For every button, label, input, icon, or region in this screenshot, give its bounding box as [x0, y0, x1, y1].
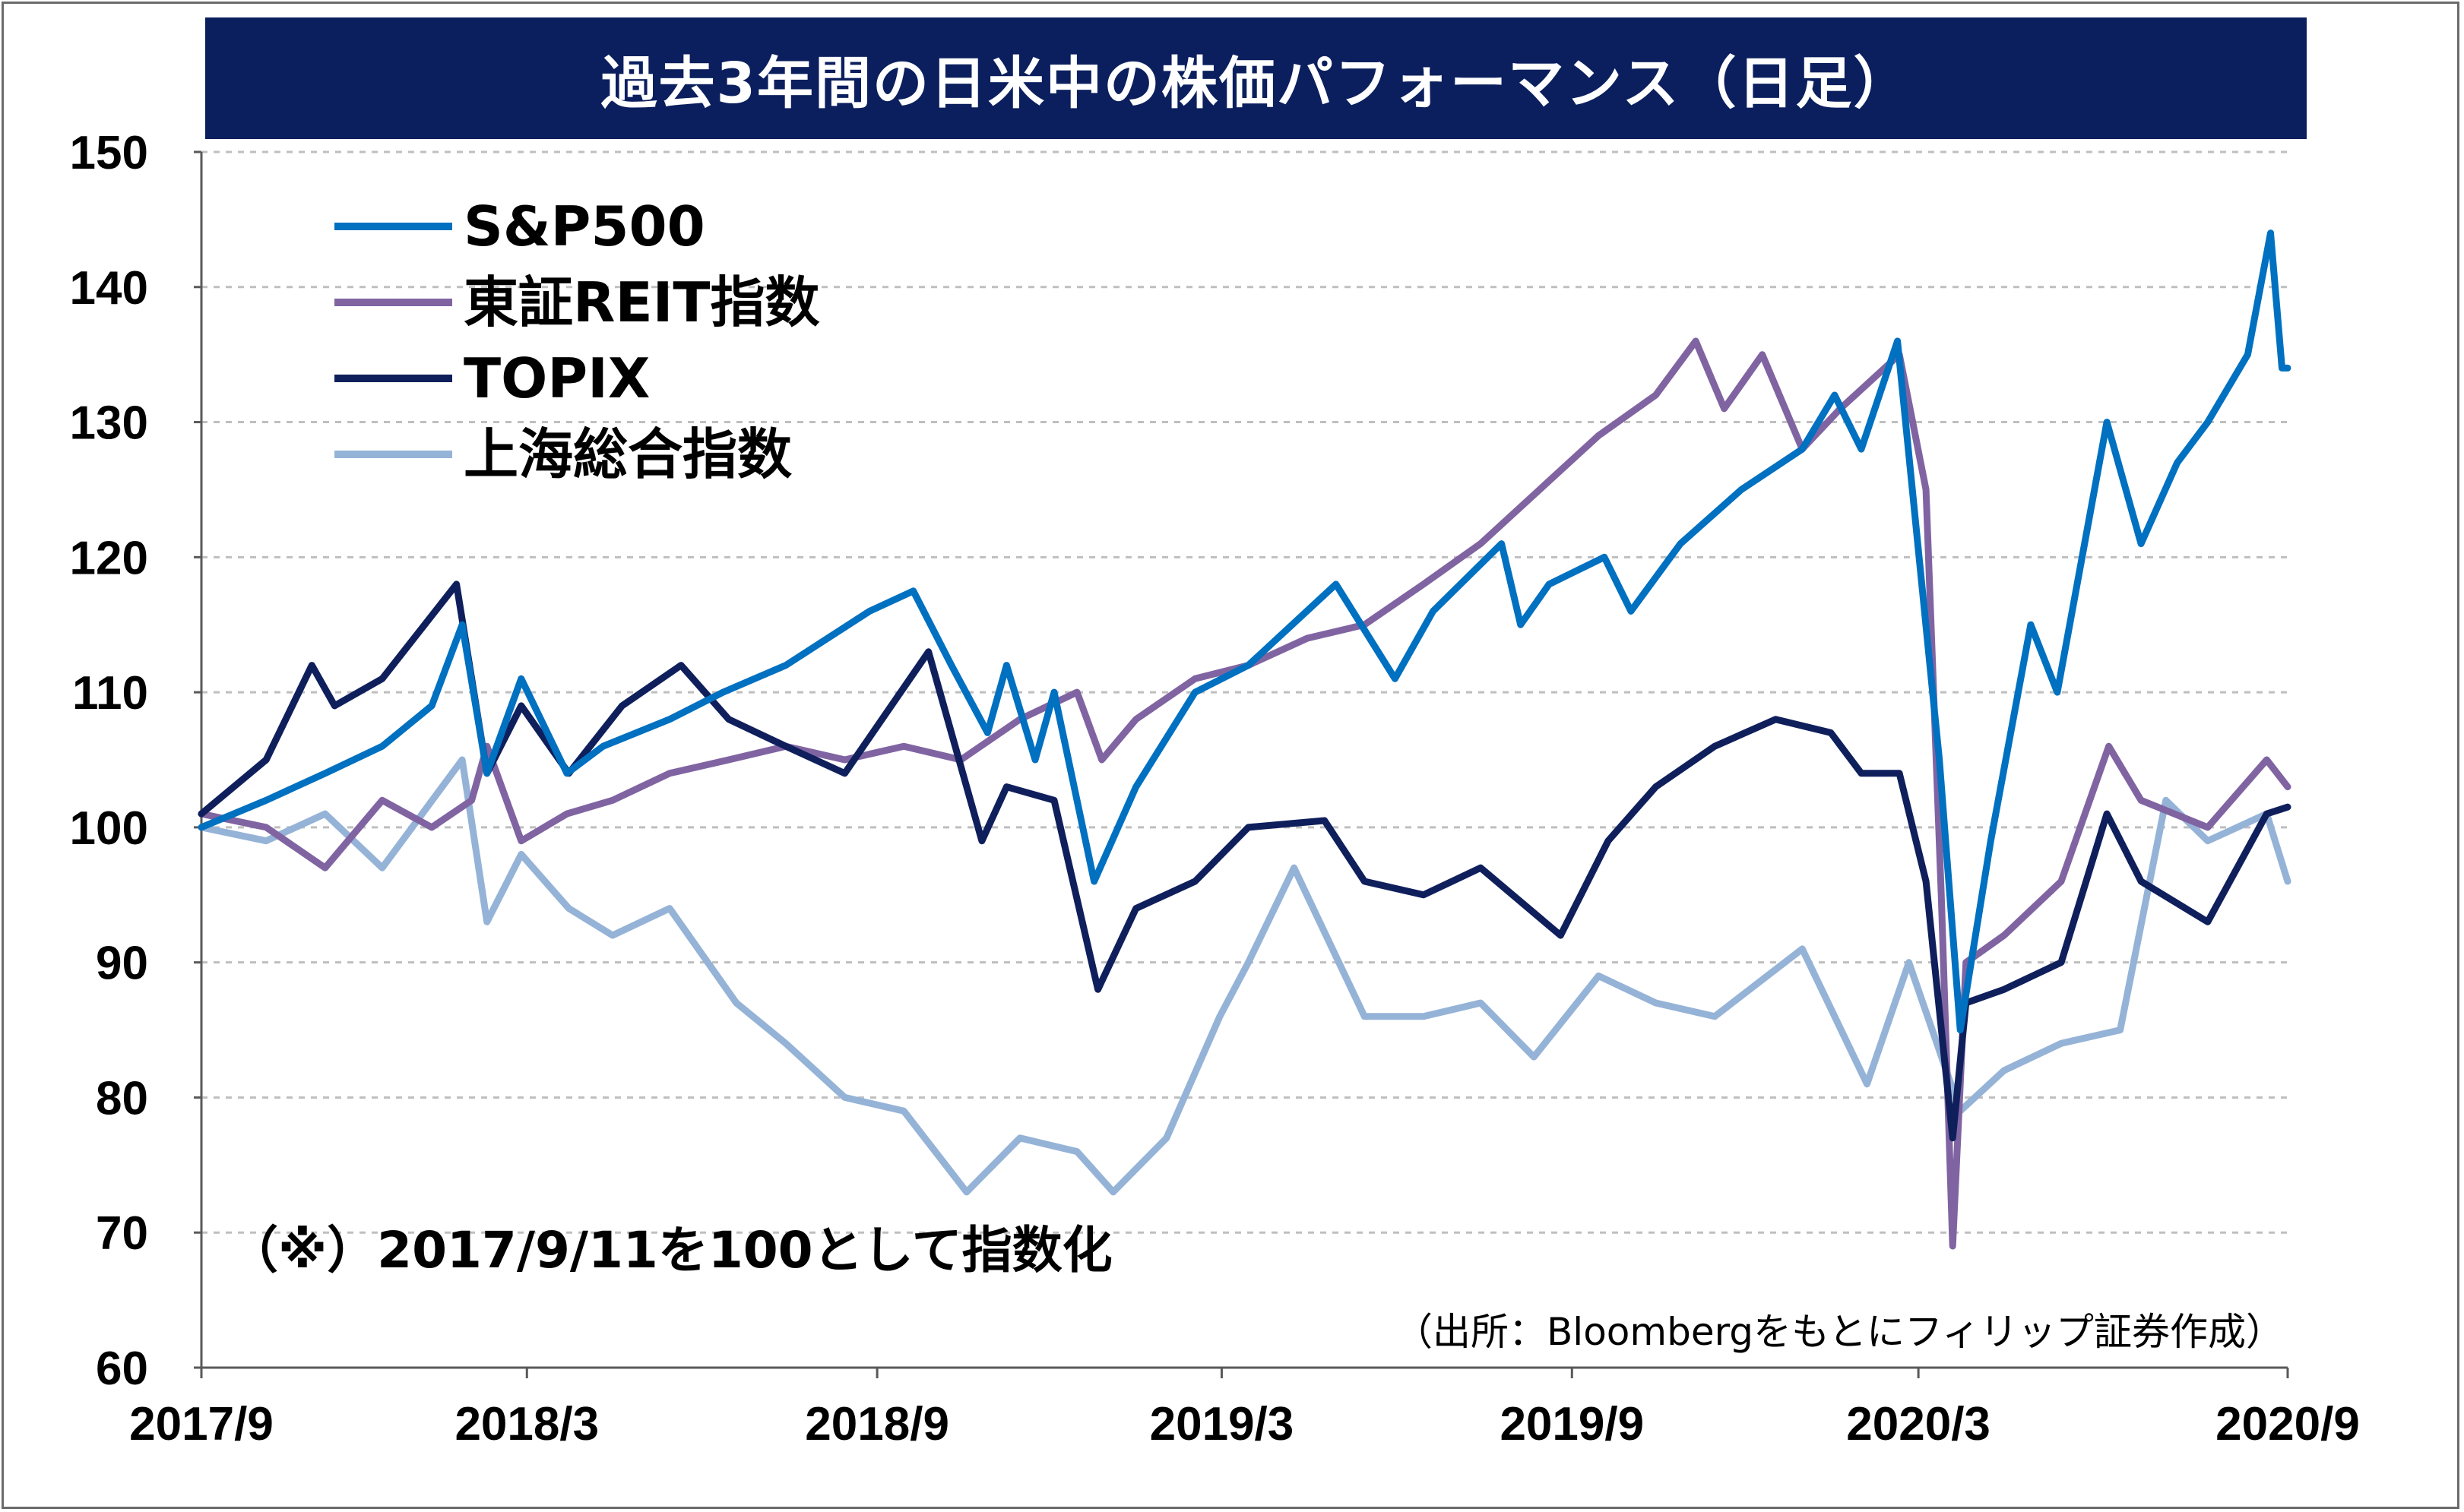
y-tick-label: 140	[70, 262, 148, 315]
y-tick-label: 60	[96, 1343, 148, 1395]
x-tick-label: 2019/3	[1150, 1398, 1294, 1450]
series-line-0	[198, 229, 2291, 1034]
x-tick-label: 2019/9	[1500, 1398, 1644, 1450]
legend-label: TOPIX	[464, 346, 650, 410]
x-tick-label: 2020/3	[1846, 1398, 1991, 1450]
legend-label: 上海総合指数	[464, 422, 792, 486]
chart-title: 過去3年間の日米中の株価パフォーマンス（日足）	[205, 17, 2307, 139]
series-lines	[198, 229, 2291, 1250]
y-tick-label: 150	[70, 127, 148, 179]
legend-label: S&P500	[464, 195, 705, 258]
x-tick-label: 2018/3	[454, 1398, 599, 1450]
x-tick-label: 2017/9	[129, 1398, 274, 1450]
y-tick-label: 70	[96, 1207, 148, 1260]
x-tick-label: 2018/9	[805, 1398, 949, 1450]
source-note: （出所：Bloombergをもとにフィリップ証券作成）	[1395, 1310, 2284, 1354]
y-tick-label: 130	[70, 397, 148, 450]
legend-label: 東証REIT指数	[464, 270, 820, 334]
y-tick-label: 120	[70, 532, 148, 584]
y-tick-label: 80	[96, 1072, 148, 1125]
y-tick-label: 90	[96, 938, 148, 990]
y-tick-label: 100	[70, 802, 148, 855]
legend: S&P500 東証REIT指数 TOPIX 上海総合指数	[334, 195, 820, 486]
index-note: （※）2017/9/11を100として指数化	[228, 1221, 1113, 1280]
series-line-3	[198, 756, 2291, 1196]
x-tick-label: 2020/9	[2215, 1398, 2360, 1450]
y-tick-label: 110	[72, 667, 148, 720]
